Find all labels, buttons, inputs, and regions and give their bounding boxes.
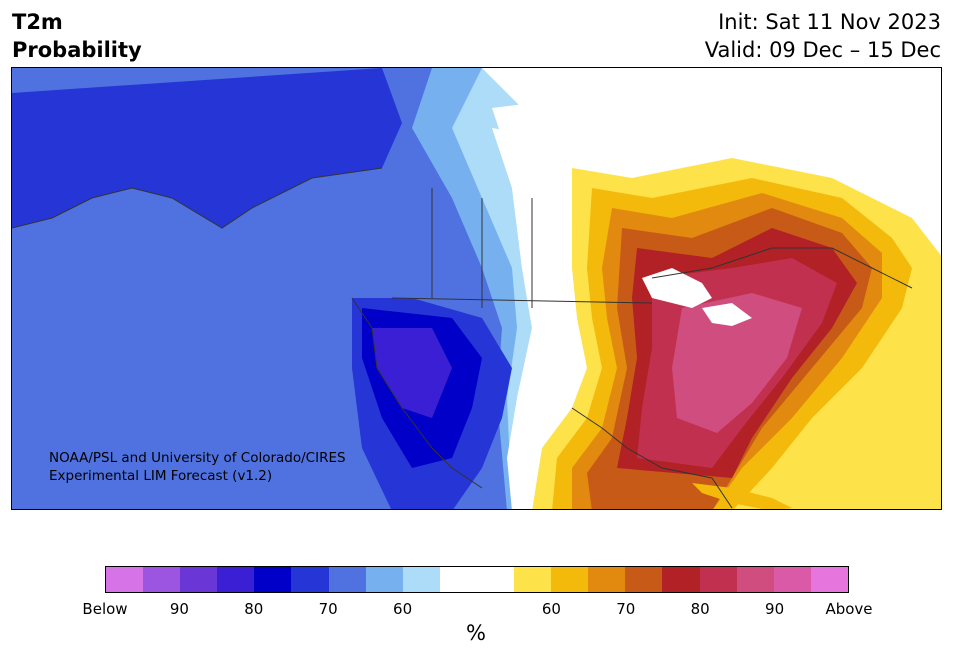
probability-map	[11, 67, 942, 510]
colorbar-swatch	[588, 567, 626, 592]
colorbar-unit: %	[466, 621, 486, 645]
colorbar-tick-label: Below	[82, 600, 128, 618]
colorbar	[105, 566, 849, 593]
colorbar-tick-label: 80	[690, 600, 710, 618]
colorbar-swatch	[439, 567, 477, 592]
colorbar-swatch	[699, 567, 737, 592]
colorbar-swatch	[365, 567, 403, 592]
map-title: T2m Probability	[12, 8, 142, 64]
colorbar-swatch	[625, 567, 663, 592]
colorbar-tick-label: Above	[825, 600, 873, 618]
colorbar-swatch	[180, 567, 218, 592]
map-title-line1: T2m	[12, 10, 63, 34]
colorbar-tick-label: 80	[244, 600, 264, 618]
colorbar-swatch	[106, 567, 144, 592]
colorbar-swatch	[402, 567, 440, 592]
colorbar-swatch	[662, 567, 700, 592]
credit-line2: Experimental LIM Forecast (v1.2)	[49, 468, 273, 484]
colorbar-tick-label: 60	[541, 600, 561, 618]
colorbar-tick-label: 90	[765, 600, 785, 618]
init-date: Init: Sat 11 Nov 2023	[718, 10, 941, 34]
colorbar-swatch	[476, 567, 515, 592]
forecast-dates: Init: Sat 11 Nov 2023 Valid: 09 Dec – 15…	[705, 8, 941, 64]
colorbar-swatch	[810, 567, 848, 592]
colorbar-tick-label: 70	[616, 600, 636, 618]
colorbar-swatch	[254, 567, 292, 592]
valid-date-range: Valid: 09 Dec – 15 Dec	[704, 38, 941, 62]
colorbar-swatch	[551, 567, 589, 592]
colorbar-tick-label: 70	[318, 600, 338, 618]
colorbar-swatch	[217, 567, 255, 592]
colorbar-tick-label: 90	[169, 600, 189, 618]
credit-line1: NOAA/PSL and University of Colorado/CIRE…	[49, 450, 346, 466]
data-credit: NOAA/PSL and University of Colorado/CIRE…	[49, 449, 346, 485]
colorbar-swatch	[328, 567, 366, 592]
map-title-line2: Probability	[12, 38, 142, 62]
colorbar-swatch	[514, 567, 552, 592]
colorbar-tick-label: 60	[393, 600, 413, 618]
probability-map-graphic	[12, 68, 941, 509]
colorbar-swatch	[736, 567, 774, 592]
colorbar-swatch	[143, 567, 181, 592]
colorbar-swatch	[773, 567, 811, 592]
colorbar-swatch	[291, 567, 329, 592]
